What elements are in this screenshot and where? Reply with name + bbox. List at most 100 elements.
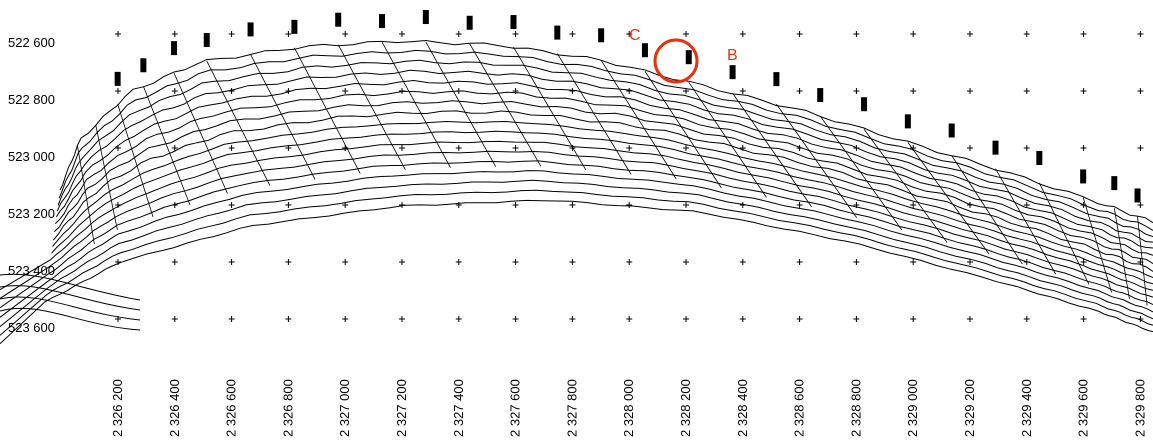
cross: [626, 31, 633, 37]
cross: [455, 88, 462, 94]
cross: [910, 202, 917, 208]
cross: [1023, 145, 1030, 151]
annotation-c: C: [629, 27, 641, 44]
cross: [1080, 316, 1087, 322]
cross: [171, 88, 178, 94]
cross: [342, 88, 349, 94]
cross: [910, 259, 917, 265]
cross: [228, 88, 235, 94]
cross: [967, 202, 973, 208]
contour: [55, 79, 1153, 249]
marker: [203, 32, 210, 47]
transect: [951, 155, 1023, 265]
transect: [688, 81, 767, 198]
cross: [342, 259, 349, 265]
cross: [399, 31, 405, 37]
contour: [0, 199, 1153, 345]
x-label: 2 326 200: [110, 379, 125, 437]
cross: [171, 316, 178, 322]
cross: [683, 259, 689, 265]
markers: [114, 10, 1141, 203]
contour: [0, 179, 1153, 327]
cross: [626, 88, 633, 94]
marker: [422, 10, 429, 25]
x-label: 2 327 200: [394, 379, 409, 437]
x-label: 2 328 600: [792, 379, 807, 437]
marker: [466, 15, 473, 30]
contour: [58, 49, 1153, 231]
cross: [796, 88, 803, 94]
contour: [0, 170, 1153, 318]
transect: [1137, 216, 1148, 306]
cross: [342, 316, 349, 322]
marker: [598, 28, 605, 43]
cross: [399, 88, 405, 94]
contour: [51, 130, 1153, 285]
cross: [1137, 259, 1144, 265]
cross: [626, 202, 633, 208]
cross: [399, 202, 405, 208]
cross: [1137, 145, 1144, 151]
contour: [0, 140, 1153, 291]
transect: [294, 47, 361, 174]
cross: [228, 259, 235, 265]
cross: [569, 259, 576, 265]
x-label: 2 329 800: [1132, 379, 1147, 437]
transect: [907, 142, 990, 255]
cross: [910, 31, 917, 37]
x-label: 2 327 800: [564, 379, 579, 437]
transect: [381, 41, 451, 168]
contour: [52, 120, 1153, 278]
cross: [1023, 31, 1030, 37]
marker: [510, 15, 517, 30]
x-label: 2 328 200: [678, 379, 693, 437]
cross: [1023, 316, 1030, 322]
transect: [819, 115, 903, 231]
cross: [910, 316, 917, 322]
transect: [95, 124, 118, 231]
cross: [171, 202, 178, 208]
cross: [1080, 145, 1087, 151]
marker: [554, 25, 561, 40]
cross: [1137, 31, 1144, 37]
cross: [1080, 259, 1087, 265]
y-label: 523 400: [8, 263, 55, 278]
transect: [556, 53, 632, 175]
highlight-circle: [653, 38, 699, 84]
cross: [285, 316, 292, 322]
cross: [455, 31, 462, 37]
marker: [992, 140, 999, 155]
cross: [512, 202, 519, 208]
transect: [1038, 182, 1090, 285]
contour: [54, 90, 1153, 256]
cross: [342, 31, 349, 37]
cross: [512, 316, 519, 322]
cross: [569, 145, 576, 151]
cross: [910, 88, 917, 94]
x-label: 2 327 600: [508, 379, 523, 437]
cross: [967, 88, 973, 94]
cross: [683, 31, 689, 37]
cross: [1023, 88, 1030, 94]
transect: [117, 103, 154, 217]
cross: [285, 202, 292, 208]
cross: [967, 31, 973, 37]
cross: [228, 31, 235, 37]
cross: [853, 202, 860, 208]
annotation-b: B: [727, 47, 738, 64]
x-label: 2 329 000: [905, 379, 920, 437]
transect: [1113, 208, 1130, 300]
marker: [1080, 169, 1087, 184]
transect: [732, 92, 812, 208]
y-label: 523 000: [8, 149, 55, 164]
x-label: 2 326 400: [167, 379, 182, 437]
transect: [206, 60, 271, 186]
x-label: 2 328 400: [735, 379, 750, 437]
transect: [469, 43, 542, 167]
transect: [142, 86, 191, 206]
transect: [600, 60, 677, 180]
y-label: 523 200: [8, 206, 55, 221]
grid-crosses: [115, 31, 1144, 322]
cross: [796, 145, 803, 151]
